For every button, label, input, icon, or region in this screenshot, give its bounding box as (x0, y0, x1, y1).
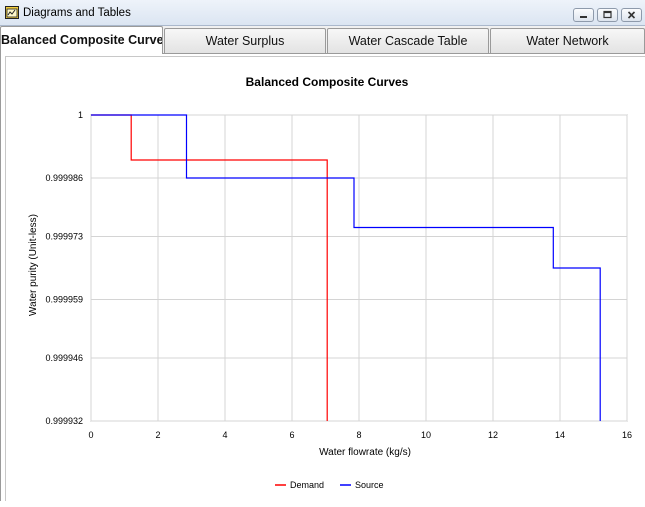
y-tick-label: 0.999986 (45, 173, 83, 183)
x-tick-label: 16 (622, 430, 632, 440)
close-button[interactable] (621, 8, 642, 22)
minimize-button[interactable] (573, 8, 594, 22)
legend-label-source: Source (355, 480, 384, 490)
y-tick-label: 1 (78, 110, 83, 120)
chart-panel: Balanced Composite Curves 0 2 4 6 8 10 12 14 16 0… (5, 56, 645, 501)
x-tick-label: 6 (289, 430, 294, 440)
tab-strip: Balanced Composite Curves Water Surplus … (0, 26, 645, 54)
composite-curves-chart: Balanced Composite Curves 0 2 4 6 8 10 12 14 16 0… (28, 75, 632, 490)
window-title: Diagrams and Tables (23, 7, 131, 19)
x-tick-label: 14 (555, 430, 565, 440)
close-icon (627, 11, 636, 19)
y-axis-label: Water purity (Unit-less) (28, 214, 39, 316)
tab-water-surplus[interactable]: Water Surplus (164, 28, 326, 53)
x-tick-label: 0 (88, 430, 93, 440)
folder-chart-icon (5, 6, 19, 19)
series-line-source (91, 114, 601, 421)
tab-content: Balanced Composite Curves 0 2 4 6 8 10 12 14 16 0… (0, 54, 645, 501)
title-bar: Diagrams and Tables (0, 0, 645, 26)
maximize-button[interactable] (597, 8, 618, 22)
chart-title: Balanced Composite Curves (246, 75, 409, 89)
maximize-icon (603, 10, 612, 19)
x-tick-label: 12 (488, 430, 498, 440)
x-tick-label: 10 (421, 430, 431, 440)
x-tick-label: 2 (155, 430, 160, 440)
x-axis-label: Water flowrate (kg/s) (319, 447, 411, 458)
x-tick-label: 4 (222, 430, 227, 440)
y-tick-label: 0.999973 (45, 232, 83, 242)
y-tick-label: 0.999932 (45, 416, 83, 426)
y-tick-label: 0.999959 (45, 295, 83, 305)
tab-water-network[interactable]: Water Network (490, 28, 645, 53)
tab-balanced-composite-curves[interactable]: Balanced Composite Curves (0, 26, 163, 54)
legend-label-demand: Demand (290, 480, 324, 490)
y-tick-label: 0.999946 (45, 353, 83, 363)
x-tick-label: 8 (356, 430, 361, 440)
tab-water-cascade-table[interactable]: Water Cascade Table (327, 28, 489, 53)
minimize-icon (580, 16, 587, 18)
